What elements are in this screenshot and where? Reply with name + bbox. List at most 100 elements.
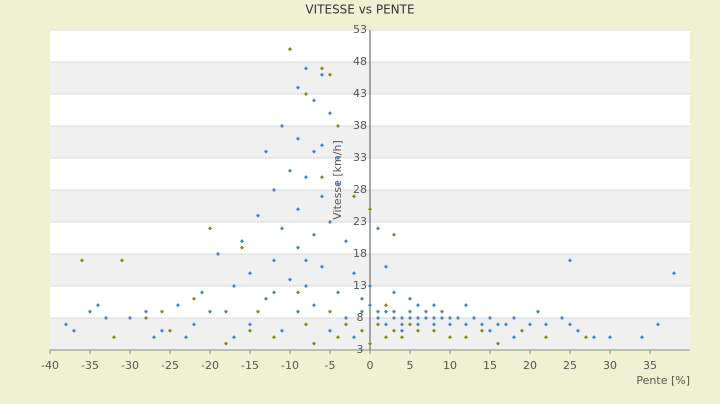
point bbox=[192, 296, 196, 301]
x-tick-label: -40 bbox=[41, 359, 59, 372]
point bbox=[392, 290, 396, 295]
point bbox=[416, 303, 420, 308]
point bbox=[392, 328, 396, 333]
point bbox=[104, 316, 108, 320]
x-tick-label: -10 bbox=[281, 359, 299, 372]
point bbox=[328, 111, 332, 116]
point bbox=[96, 303, 100, 308]
y-axis-label: Vitesse [km/h] bbox=[331, 140, 344, 220]
point bbox=[120, 258, 124, 263]
point bbox=[384, 303, 388, 308]
point bbox=[312, 98, 316, 103]
point bbox=[88, 309, 92, 314]
y-tick-label: 43 bbox=[353, 87, 367, 100]
point bbox=[192, 322, 196, 327]
point bbox=[440, 309, 444, 314]
point bbox=[424, 316, 428, 320]
point bbox=[72, 328, 76, 333]
point bbox=[312, 341, 316, 346]
point bbox=[328, 220, 332, 224]
point bbox=[312, 303, 316, 308]
chart-title: VITESSE vs PENTE bbox=[305, 3, 414, 17]
point bbox=[344, 322, 348, 327]
point bbox=[216, 252, 220, 256]
point bbox=[432, 303, 436, 308]
point bbox=[376, 322, 380, 327]
point bbox=[488, 328, 492, 333]
point bbox=[672, 271, 676, 276]
point bbox=[296, 207, 300, 212]
point bbox=[304, 92, 308, 96]
point bbox=[304, 284, 308, 288]
point bbox=[336, 335, 340, 340]
point bbox=[80, 258, 84, 263]
point bbox=[384, 309, 388, 314]
point bbox=[360, 309, 364, 314]
x-tick-label: -15 bbox=[241, 359, 259, 372]
point bbox=[592, 335, 596, 340]
point bbox=[288, 168, 292, 173]
point bbox=[384, 322, 388, 327]
point bbox=[280, 226, 284, 231]
y-tick-label: 48 bbox=[353, 55, 367, 68]
point bbox=[448, 316, 452, 320]
point bbox=[200, 290, 204, 295]
y-tick-label: 23 bbox=[353, 215, 367, 228]
point bbox=[376, 316, 380, 320]
point bbox=[424, 309, 428, 314]
point bbox=[504, 322, 508, 327]
point bbox=[344, 316, 348, 320]
point bbox=[416, 328, 420, 333]
x-tick-label: -30 bbox=[121, 359, 139, 372]
point bbox=[304, 258, 308, 263]
x-tick-label: 0 bbox=[367, 359, 374, 372]
point bbox=[360, 296, 364, 301]
point bbox=[272, 258, 276, 263]
point bbox=[264, 149, 268, 154]
point bbox=[320, 264, 324, 269]
point bbox=[144, 309, 148, 314]
point bbox=[160, 309, 164, 314]
point bbox=[320, 66, 324, 71]
point bbox=[576, 328, 580, 333]
point bbox=[384, 335, 388, 340]
point bbox=[296, 290, 300, 295]
point bbox=[448, 335, 452, 340]
point bbox=[496, 322, 500, 327]
point bbox=[512, 335, 516, 340]
y-tick-label: 33 bbox=[353, 151, 367, 164]
point bbox=[536, 309, 540, 314]
point bbox=[432, 316, 436, 320]
point bbox=[296, 136, 300, 141]
point bbox=[224, 341, 228, 346]
x-tick-label: 15 bbox=[483, 359, 497, 372]
y-tick-label: 8 bbox=[357, 311, 364, 324]
point bbox=[408, 309, 412, 314]
point bbox=[168, 328, 172, 333]
point bbox=[520, 328, 524, 333]
point bbox=[176, 303, 180, 308]
point bbox=[584, 335, 588, 340]
point bbox=[320, 143, 324, 148]
point bbox=[400, 328, 404, 333]
point bbox=[152, 335, 156, 340]
point bbox=[272, 290, 276, 295]
point bbox=[208, 309, 212, 314]
point bbox=[352, 335, 356, 340]
point bbox=[464, 303, 468, 308]
point bbox=[224, 309, 228, 314]
point bbox=[272, 335, 276, 340]
point bbox=[304, 322, 308, 327]
point bbox=[320, 175, 324, 180]
point bbox=[360, 328, 364, 333]
point bbox=[416, 316, 420, 320]
point bbox=[288, 47, 292, 52]
point bbox=[312, 232, 316, 237]
point bbox=[400, 316, 404, 320]
point bbox=[432, 322, 436, 327]
point bbox=[440, 316, 444, 320]
point bbox=[296, 85, 300, 90]
point bbox=[568, 258, 572, 263]
point bbox=[408, 322, 412, 327]
point bbox=[456, 316, 460, 320]
